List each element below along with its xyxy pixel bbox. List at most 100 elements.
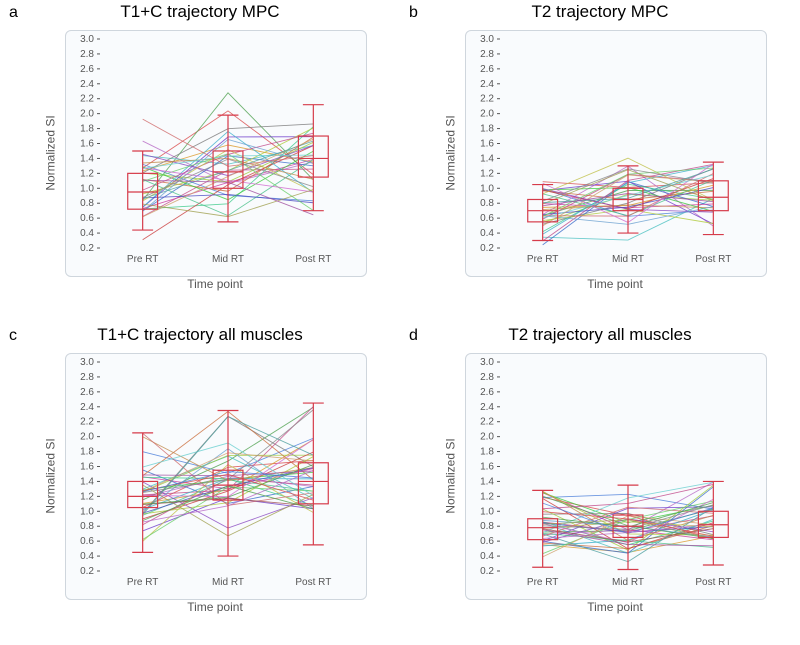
x-tick-label: Pre RT [127,254,158,265]
y-tick-label: 1.6 [80,139,94,150]
chart-svg: 0.2 0.4 0.6 0.8 1.0 1.2 1.4 1.6 1.8 2.0 2.2 2.4 2.6 2… [466,31,766,276]
y-tick-label: 0.4 [480,551,494,562]
y-tick-label: 0.6 [80,213,94,224]
y-tick-label: 0.4 [480,228,494,239]
y-tick-label: 2.2 [480,417,494,428]
y-tick-label: 1.4 [80,153,94,164]
x-axis-label: Time point [465,277,765,315]
y-tick-label: 0.2 [480,243,494,254]
y-tick-label: 1.2 [480,491,494,502]
y-tick-label: 3.0 [80,357,94,368]
y-tick-label: 1.0 [480,506,494,517]
x-tick-label: Mid RT [212,577,244,588]
y-tick-label: 0.2 [480,566,494,577]
x-tick-label: Post RT [695,254,731,265]
x-tick-label: Post RT [695,577,731,588]
plot-area: 0.2 0.4 0.6 0.8 1.0 1.2 1.4 1.6 1.8 2.0 2.2 2.4 2.6 2… [465,30,767,277]
y-tick-label: 2.6 [80,64,94,75]
y-tick-label: 0.8 [80,198,94,209]
y-tick-label: 2.2 [480,94,494,105]
y-tick-label: 2.0 [480,109,494,120]
x-tick-label: Post RT [295,254,331,265]
y-tick-label: 2.0 [80,432,94,443]
y-axis-label: Normalized SI [444,115,458,190]
y-tick-label: 1.0 [80,506,94,517]
x-tick-label: Pre RT [127,577,158,588]
y-tick-label: 1.8 [480,124,494,135]
x-tick-label: Post RT [295,577,331,588]
y-tick-label: 0.8 [480,198,494,209]
y-tick-label: 0.2 [80,566,94,577]
y-tick-label: 0.2 [80,243,94,254]
y-tick-label: 2.4 [480,402,494,413]
y-axis-label: Normalized SI [44,115,58,190]
chart-svg: 0.2 0.4 0.6 0.8 1.0 1.2 1.4 1.6 1.8 2.0 2.2 2.4 2.6 2… [466,354,766,599]
y-tick-label: 2.6 [480,387,494,398]
y-tick-label: 1.8 [80,124,94,135]
y-tick-label: 3.0 [80,34,94,45]
figure-root: aT1+C trajectory MPCNormalized SI0.20.40… [0,0,800,645]
y-tick-label: 1.0 [80,183,94,194]
panel-d: dT2 trajectory all musclesNormalized SI0… [405,325,795,640]
panel-title: T1+C trajectory MPC [5,2,395,22]
y-tick-label: 1.8 [480,447,494,458]
y-tick-label: 2.8 [480,49,494,60]
y-tick-label: 0.4 [80,228,94,239]
x-tick-label: Mid RT [612,254,644,265]
x-tick-label: Mid RT [612,577,644,588]
y-tick-label: 0.4 [80,551,94,562]
panel-b: bT2 trajectory MPCNormalized SI0.20.40.6… [405,2,795,317]
y-tick-label: 1.8 [80,447,94,458]
y-tick-label: 2.4 [80,79,94,90]
plot-area: 0.2 0.4 0.6 0.8 1.0 1.2 1.4 1.6 1.8 2.0 2.2 2.4 2.6 2… [65,353,367,600]
y-tick-label: 1.6 [80,462,94,473]
chart-svg: 0.2 0.4 0.6 0.8 1.0 1.2 1.4 1.6 1.8 2.0 2.2 2.4 2.6 2… [66,31,366,276]
panel-c: cT1+C trajectory all musclesNormalized S… [5,325,395,640]
boxplot-overlay [128,105,329,230]
panel-title: T2 trajectory MPC [405,2,795,22]
y-tick-label: 2.4 [80,402,94,413]
x-tick-label: Pre RT [527,254,559,265]
y-tick-label: 0.6 [480,213,494,224]
y-tick-label: 3.0 [480,34,494,45]
y-tick-label: 2.8 [80,49,94,60]
plot-area: 0.2 0.4 0.6 0.8 1.0 1.2 1.4 1.6 1.8 2.0 2.2 2.4 2.6 2… [465,353,767,600]
y-tick-label: 2.6 [480,64,494,75]
chart-svg: 0.2 0.4 0.6 0.8 1.0 1.2 1.4 1.6 1.8 2.0 2.2 2.4 2.6 2… [66,354,366,599]
y-tick-label: 2.0 [80,109,94,120]
y-tick-label: 3.0 [480,357,494,368]
y-tick-label: 1.6 [480,462,494,473]
y-tick-label: 0.6 [80,536,94,547]
y-axis-label: Normalized SI [44,438,58,513]
y-tick-label: 1.6 [480,139,494,150]
y-axis-label: Normalized SI [444,438,458,513]
y-tick-label: 2.6 [80,387,94,398]
y-tick-label: 1.4 [480,153,494,164]
y-tick-label: 1.4 [480,476,494,487]
plot-area: 0.2 0.4 0.6 0.8 1.0 1.2 1.4 1.6 1.8 2.0 2.2 2.4 2.6 2… [65,30,367,277]
y-tick-label: 2.8 [80,372,94,383]
panel-title: T2 trajectory all muscles [405,325,795,345]
x-tick-label: Pre RT [527,577,559,588]
panel-a: aT1+C trajectory MPCNormalized SI0.20.40… [5,2,395,317]
y-tick-label: 1.2 [80,491,94,502]
y-tick-label: 2.0 [480,432,494,443]
y-tick-label: 0.8 [480,521,494,532]
y-tick-label: 2.8 [480,372,494,383]
y-tick-label: 2.4 [480,79,494,90]
x-axis-label: Time point [65,600,365,638]
x-axis-label: Time point [465,600,765,638]
y-tick-label: 1.4 [80,476,94,487]
x-axis-label: Time point [65,277,365,315]
y-tick-label: 0.6 [480,536,494,547]
y-tick-label: 2.2 [80,94,94,105]
panel-title: T1+C trajectory all muscles [5,325,395,345]
y-tick-label: 1.2 [480,168,494,179]
y-tick-label: 1.2 [80,168,94,179]
y-tick-label: 2.2 [80,417,94,428]
boxplot-overlay [128,403,329,556]
y-tick-label: 0.8 [80,521,94,532]
boxplot-overlay [528,481,729,569]
y-tick-label: 1.0 [480,183,494,194]
x-tick-label: Mid RT [212,254,244,265]
